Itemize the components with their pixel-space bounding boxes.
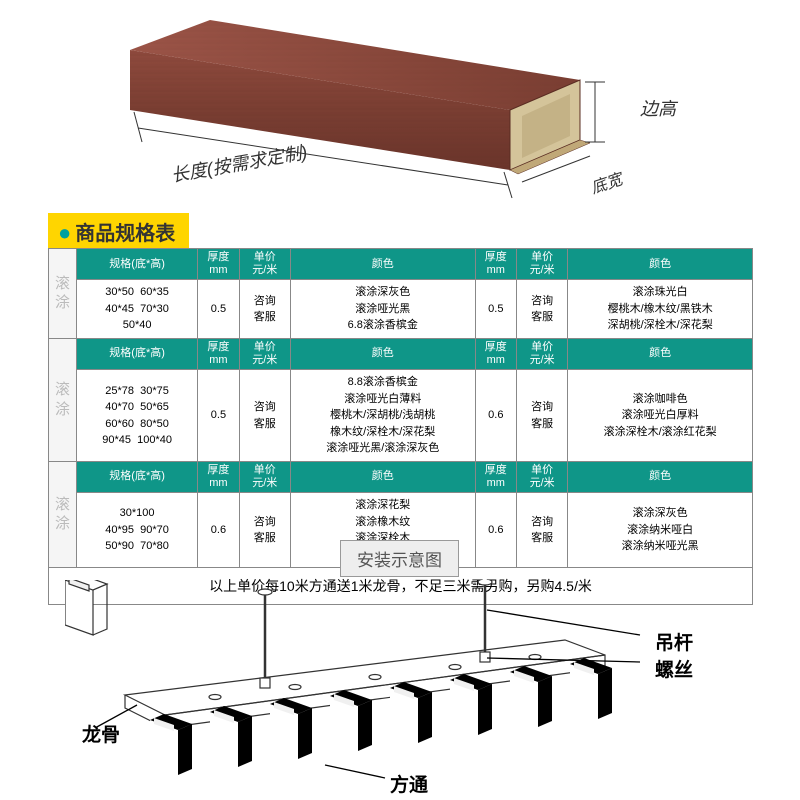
table-header-color: 颜色 xyxy=(568,338,753,369)
table-header-spec: 规格(底*高) xyxy=(77,249,198,280)
table-header-thickness: 厚度mm xyxy=(198,338,239,369)
thickness-cell: 0.6 xyxy=(475,493,516,568)
install-svg xyxy=(65,580,745,795)
table-header-color: 颜色 xyxy=(290,338,475,369)
thickness-cell: 0.5 xyxy=(475,280,516,339)
spec-table-banner: ●商品规格表 xyxy=(48,213,189,250)
table-header-price: 单价元/米 xyxy=(517,461,568,492)
price-cell: 咨询客服 xyxy=(517,493,568,568)
sizes-cell: 30*50 60*3540*45 70*3050*40 xyxy=(77,280,198,339)
table-header-spec: 规格(底*高) xyxy=(77,338,198,369)
thickness-cell: 0.5 xyxy=(198,280,239,339)
install-diagram xyxy=(65,580,745,795)
price-cell: 咨询客服 xyxy=(239,370,290,462)
colors-cell: 滚涂深灰色滚涂哑光黑6.8滚涂香槟金 xyxy=(290,280,475,339)
colors-cell: 滚涂咖啡色滚涂哑光白厚料滚涂深栓木/滚涂红花梨 xyxy=(568,370,753,462)
sizes-cell: 30*10040*95 90*7050*90 70*80 xyxy=(77,493,198,568)
colors-cell: 8.8滚涂香槟金滚涂哑光白薄料樱桃木/深胡桃/浅胡桃橡木纹/深栓木/深花梨滚涂哑… xyxy=(290,370,475,462)
install-label-channel: 方通 xyxy=(390,770,428,797)
table-side-label: 滚涂 xyxy=(49,338,77,461)
table-header-thickness: 厚度mm xyxy=(198,461,239,492)
table-header-color: 颜色 xyxy=(568,461,753,492)
table-header-thickness: 厚度mm xyxy=(475,461,516,492)
colors-cell: 滚涂珠光白樱桃木/橡木纹/黑铁木深胡桃/深栓木/深花梨 xyxy=(568,280,753,339)
table-header-color: 颜色 xyxy=(290,249,475,280)
install-diagram-title: 安装示意图 xyxy=(340,540,459,577)
colors-cell: 滚涂深灰色滚涂纳米哑白滚涂纳米哑光黑 xyxy=(568,493,753,568)
table-side-label: 滚涂 xyxy=(49,249,77,339)
thickness-cell: 0.5 xyxy=(198,370,239,462)
table-header-thickness: 厚度mm xyxy=(475,338,516,369)
install-label-rod: 吊杆 xyxy=(655,628,693,655)
table-header-price: 单价元/米 xyxy=(517,338,568,369)
table-header-thickness: 厚度mm xyxy=(475,249,516,280)
table-header-price: 单价元/米 xyxy=(517,249,568,280)
table-header-thickness: 厚度mm xyxy=(198,249,239,280)
install-label-keel: 龙骨 xyxy=(82,720,120,747)
sizes-cell: 25*78 30*7540*70 50*6560*60 80*5090*45 1… xyxy=(77,370,198,462)
banner-title: 商品规格表 xyxy=(75,223,175,245)
table-header-color: 颜色 xyxy=(290,461,475,492)
dimension-height-label: 边高 xyxy=(640,95,676,121)
thickness-cell: 0.6 xyxy=(475,370,516,462)
price-cell: 咨询客服 xyxy=(517,370,568,462)
table-header-price: 单价元/米 xyxy=(239,338,290,369)
table-header-spec: 规格(底*高) xyxy=(77,461,198,492)
table-side-label: 滚涂 xyxy=(49,461,77,567)
install-label-screw: 螺丝 xyxy=(655,655,693,682)
table-header-price: 单价元/米 xyxy=(239,249,290,280)
banner-bullet-icon: ● xyxy=(58,220,71,245)
price-cell: 咨询客服 xyxy=(239,280,290,339)
thickness-cell: 0.6 xyxy=(198,493,239,568)
table-header-color: 颜色 xyxy=(568,249,753,280)
price-cell: 咨询客服 xyxy=(517,280,568,339)
table-header-price: 单价元/米 xyxy=(239,461,290,492)
price-cell: 咨询客服 xyxy=(239,493,290,568)
